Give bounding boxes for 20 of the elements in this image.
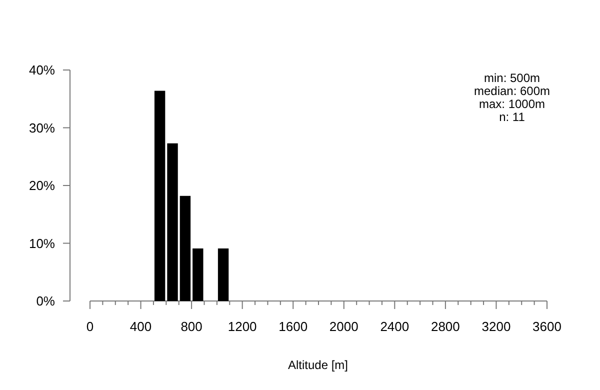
y-tick-label: 30% [28, 120, 56, 136]
x-tick-label: 1600 [278, 319, 308, 334]
annotation: median: 600m [474, 84, 550, 98]
y-tick-label: 0% [36, 294, 56, 309]
x-tick-label: 0 [86, 319, 94, 334]
x-tick-label: 400 [130, 319, 152, 334]
annotation: min: 500m [484, 71, 540, 85]
annotation: max: 1000m [478, 97, 546, 111]
y-tick-label: 40% [28, 62, 56, 78]
x-tick-label: 2400 [380, 319, 410, 334]
x-tick-label: 2800 [430, 319, 460, 334]
x-tick-label: 2000 [329, 319, 358, 334]
x-tick-label: 3200 [482, 319, 511, 334]
annotation: n: 11 [499, 110, 526, 124]
x-axis-title: Altitude [m] [288, 358, 348, 372]
y-tick-label: 20% [28, 178, 56, 194]
x-tick-label: 800 [180, 319, 202, 334]
x-tick-label: 1200 [228, 319, 257, 334]
x-tick-label: 3600 [532, 319, 562, 334]
y-tick-label: 10% [28, 236, 56, 251]
